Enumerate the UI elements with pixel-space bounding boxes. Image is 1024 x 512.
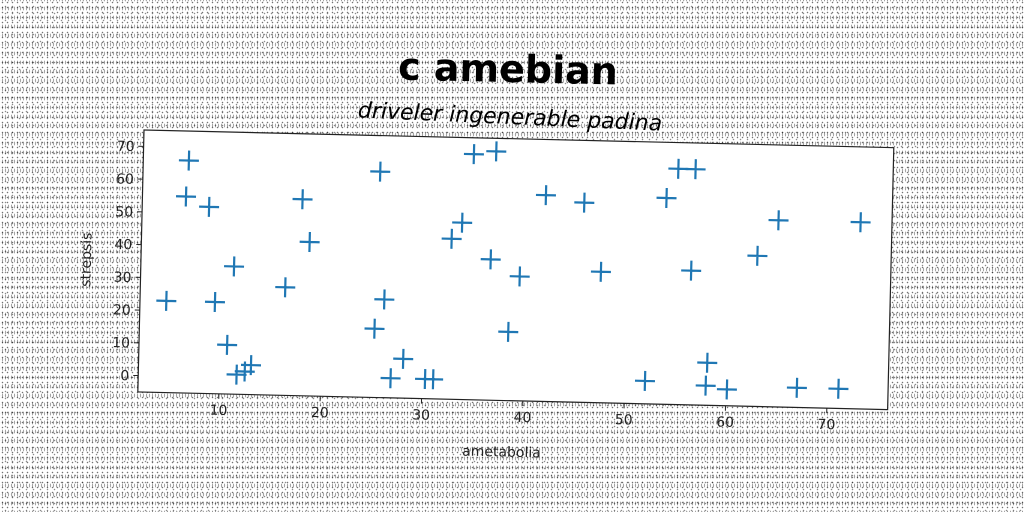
data-point-marker [370,161,391,182]
data-point-marker [574,192,595,213]
x-tick-label: 20 [311,405,329,421]
data-point-marker [423,369,444,390]
data-point-marker [850,212,871,233]
chart-subtitle: driveler ingenerable padina [357,98,662,136]
data-point-marker [199,196,220,217]
x-tick-label: 70 [817,417,835,433]
data-point-marker [685,159,706,180]
data-point-marker [747,245,768,266]
data-point-marker [498,321,519,342]
y-tick-label: 30 [114,270,132,286]
data-point-marker [634,370,656,391]
data-point-marker [374,289,395,310]
y-tick-label: 10 [112,335,130,351]
plot-frame [137,129,895,411]
data-point-marker [393,348,414,369]
data-point-marker [695,375,716,396]
chart-title: c amebian [398,45,619,94]
data-point-marker [204,291,225,313]
y-tick-label: 70 [117,139,135,155]
data-point-marker [441,228,462,249]
x-tick-label: 30 [412,407,430,423]
data-point-marker [535,185,556,206]
data-point-marker [828,378,849,399]
y-tick-label: 40 [114,237,132,253]
data-point-marker [509,266,530,287]
data-point-marker [681,260,702,281]
data-point-marker [156,290,177,311]
x-tick-label: 60 [716,415,734,431]
data-points [156,141,871,400]
data-point-marker [716,379,737,400]
x-tick-label: 10 [209,403,227,419]
data-point-marker [176,186,197,207]
data-point-marker [224,256,245,277]
data-point-marker [364,318,385,339]
x-tick-label: 40 [513,410,531,426]
data-point-marker [178,150,199,171]
y-tick-label: 20 [113,302,131,318]
data-point-marker [217,334,238,355]
y-axis: 0 10 20 30 40 50 60 70 [112,139,144,384]
data-point-marker [275,277,296,298]
plot-area: 10 20 30 40 50 60 70 0 10 20 30 40 50 60 70 ametaboli… [78,129,895,462]
data-point-marker [656,187,677,209]
data-point-marker [463,144,484,165]
data-point-marker [452,212,473,233]
data-point-marker [240,355,262,376]
x-tick-label: 50 [615,412,633,428]
data-point-marker [786,377,807,398]
y-axis-label: strepsis [78,232,95,287]
data-point-marker [668,158,689,179]
data-point-marker [697,352,718,373]
data-point-marker [486,141,507,162]
y-tick-label: 50 [115,204,133,220]
y-tick-label: 0 [120,368,129,384]
data-point-marker [292,189,313,210]
data-point-marker [768,210,789,231]
data-point-marker [380,368,401,389]
x-axis: 10 20 30 40 50 60 70 [209,393,836,433]
data-point-marker [480,249,501,270]
data-point-marker [590,261,611,282]
data-point-marker [299,231,320,253]
data-point-marker [226,364,247,385]
y-tick-label: 60 [116,171,134,187]
x-axis-label: ametabolia [462,444,541,462]
